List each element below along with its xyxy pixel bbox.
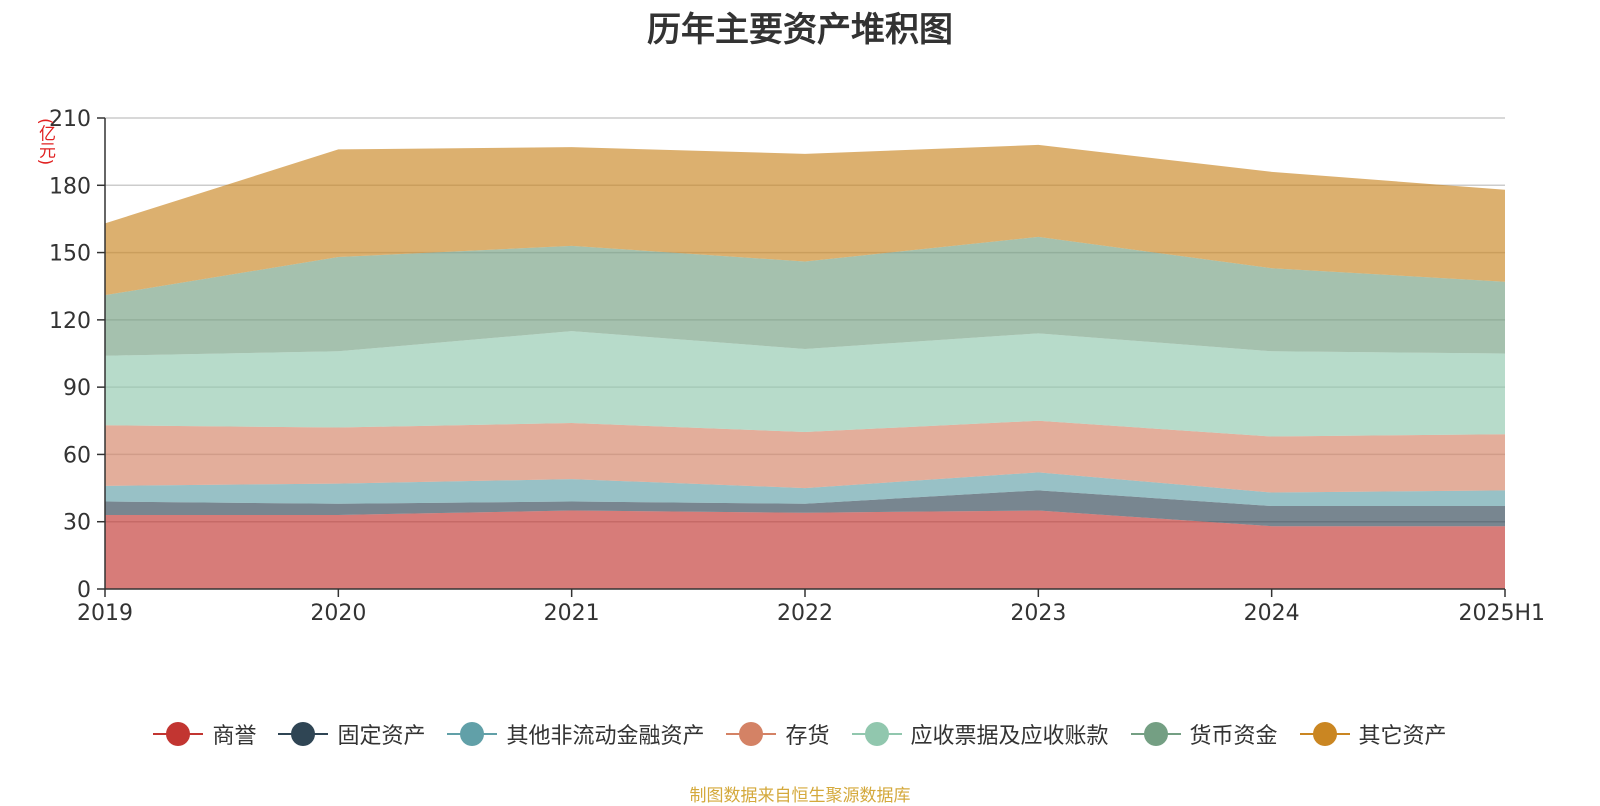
legend-item[interactable]: 商誉 [153, 718, 256, 750]
legend-item[interactable]: 应收票据及应收账款 [851, 718, 1109, 750]
y-tick-label: 210 [49, 107, 91, 132]
legend-label: 存货 [785, 724, 830, 749]
legend-marker-icon [1130, 722, 1181, 746]
area-series-商誉 [105, 510, 1505, 589]
y-tick-label: 150 [49, 242, 91, 267]
legend-label: 固定资产 [337, 724, 426, 749]
legend-marker-icon [851, 722, 902, 746]
legend-label: 应收票据及应收账款 [910, 724, 1109, 749]
y-tick-label: 180 [49, 174, 91, 199]
area-series-存货 [105, 420, 1505, 493]
legend-marker-icon [278, 722, 329, 746]
y-tick-label: 90 [63, 376, 91, 401]
legend-label: 其它资产 [1358, 724, 1447, 749]
legend-item[interactable]: 其他非流动金融资产 [447, 718, 704, 750]
legend: 商誉 固定资产 其他非流动金融资产 存货 应收票据及应收账款 货币资金 其它资产 [0, 718, 1600, 750]
x-tick-label: 2022 [777, 601, 833, 626]
area-series-其他非流动金融资产 [105, 472, 1505, 507]
legend-marker-icon [447, 722, 498, 746]
legend-item[interactable]: 存货 [726, 718, 830, 750]
axes: 0 30 60 90 120 150 180 210 2019 2020 2021 2022 2023 2… [49, 107, 1545, 626]
legend-label: 商誉 [212, 724, 257, 749]
area-series-货币资金 [105, 236, 1505, 356]
y-axis-unit-label: (亿元) [35, 118, 55, 166]
legend-item[interactable]: 固定资产 [278, 718, 425, 750]
legend-label: 货币资金 [1189, 724, 1278, 749]
chart-title: 历年主要资产堆积图 [647, 10, 953, 50]
area-series-固定资产 [105, 490, 1505, 527]
legend-label: 其他非流动金融资产 [506, 724, 705, 749]
x-tick-label: 2023 [1010, 601, 1066, 626]
legend-marker-icon [1299, 722, 1350, 746]
y-tick-label: 120 [49, 309, 91, 334]
area-series [105, 144, 1505, 589]
legend-marker-icon [726, 722, 777, 746]
source-note: 制图数据来自恒生聚源数据库 [689, 786, 911, 806]
x-tick-label: 2025H1 [1458, 601, 1545, 626]
y-tick-label: 30 [63, 511, 91, 536]
legend-item[interactable]: 其它资产 [1299, 718, 1447, 750]
area-series-应收票据及应收账款 [105, 331, 1505, 437]
x-tick-label: 2019 [77, 601, 133, 626]
x-tick-label: 2024 [1244, 601, 1300, 626]
legend-marker-icon [153, 722, 204, 746]
y-tick-label: 60 [63, 443, 91, 468]
legend-item[interactable]: 货币资金 [1130, 718, 1278, 750]
y-tick-label: 0 [77, 578, 91, 603]
x-tick-label: 2020 [310, 601, 366, 626]
area-series-其它资产 [105, 144, 1505, 296]
x-tick-label: 2021 [544, 601, 600, 626]
